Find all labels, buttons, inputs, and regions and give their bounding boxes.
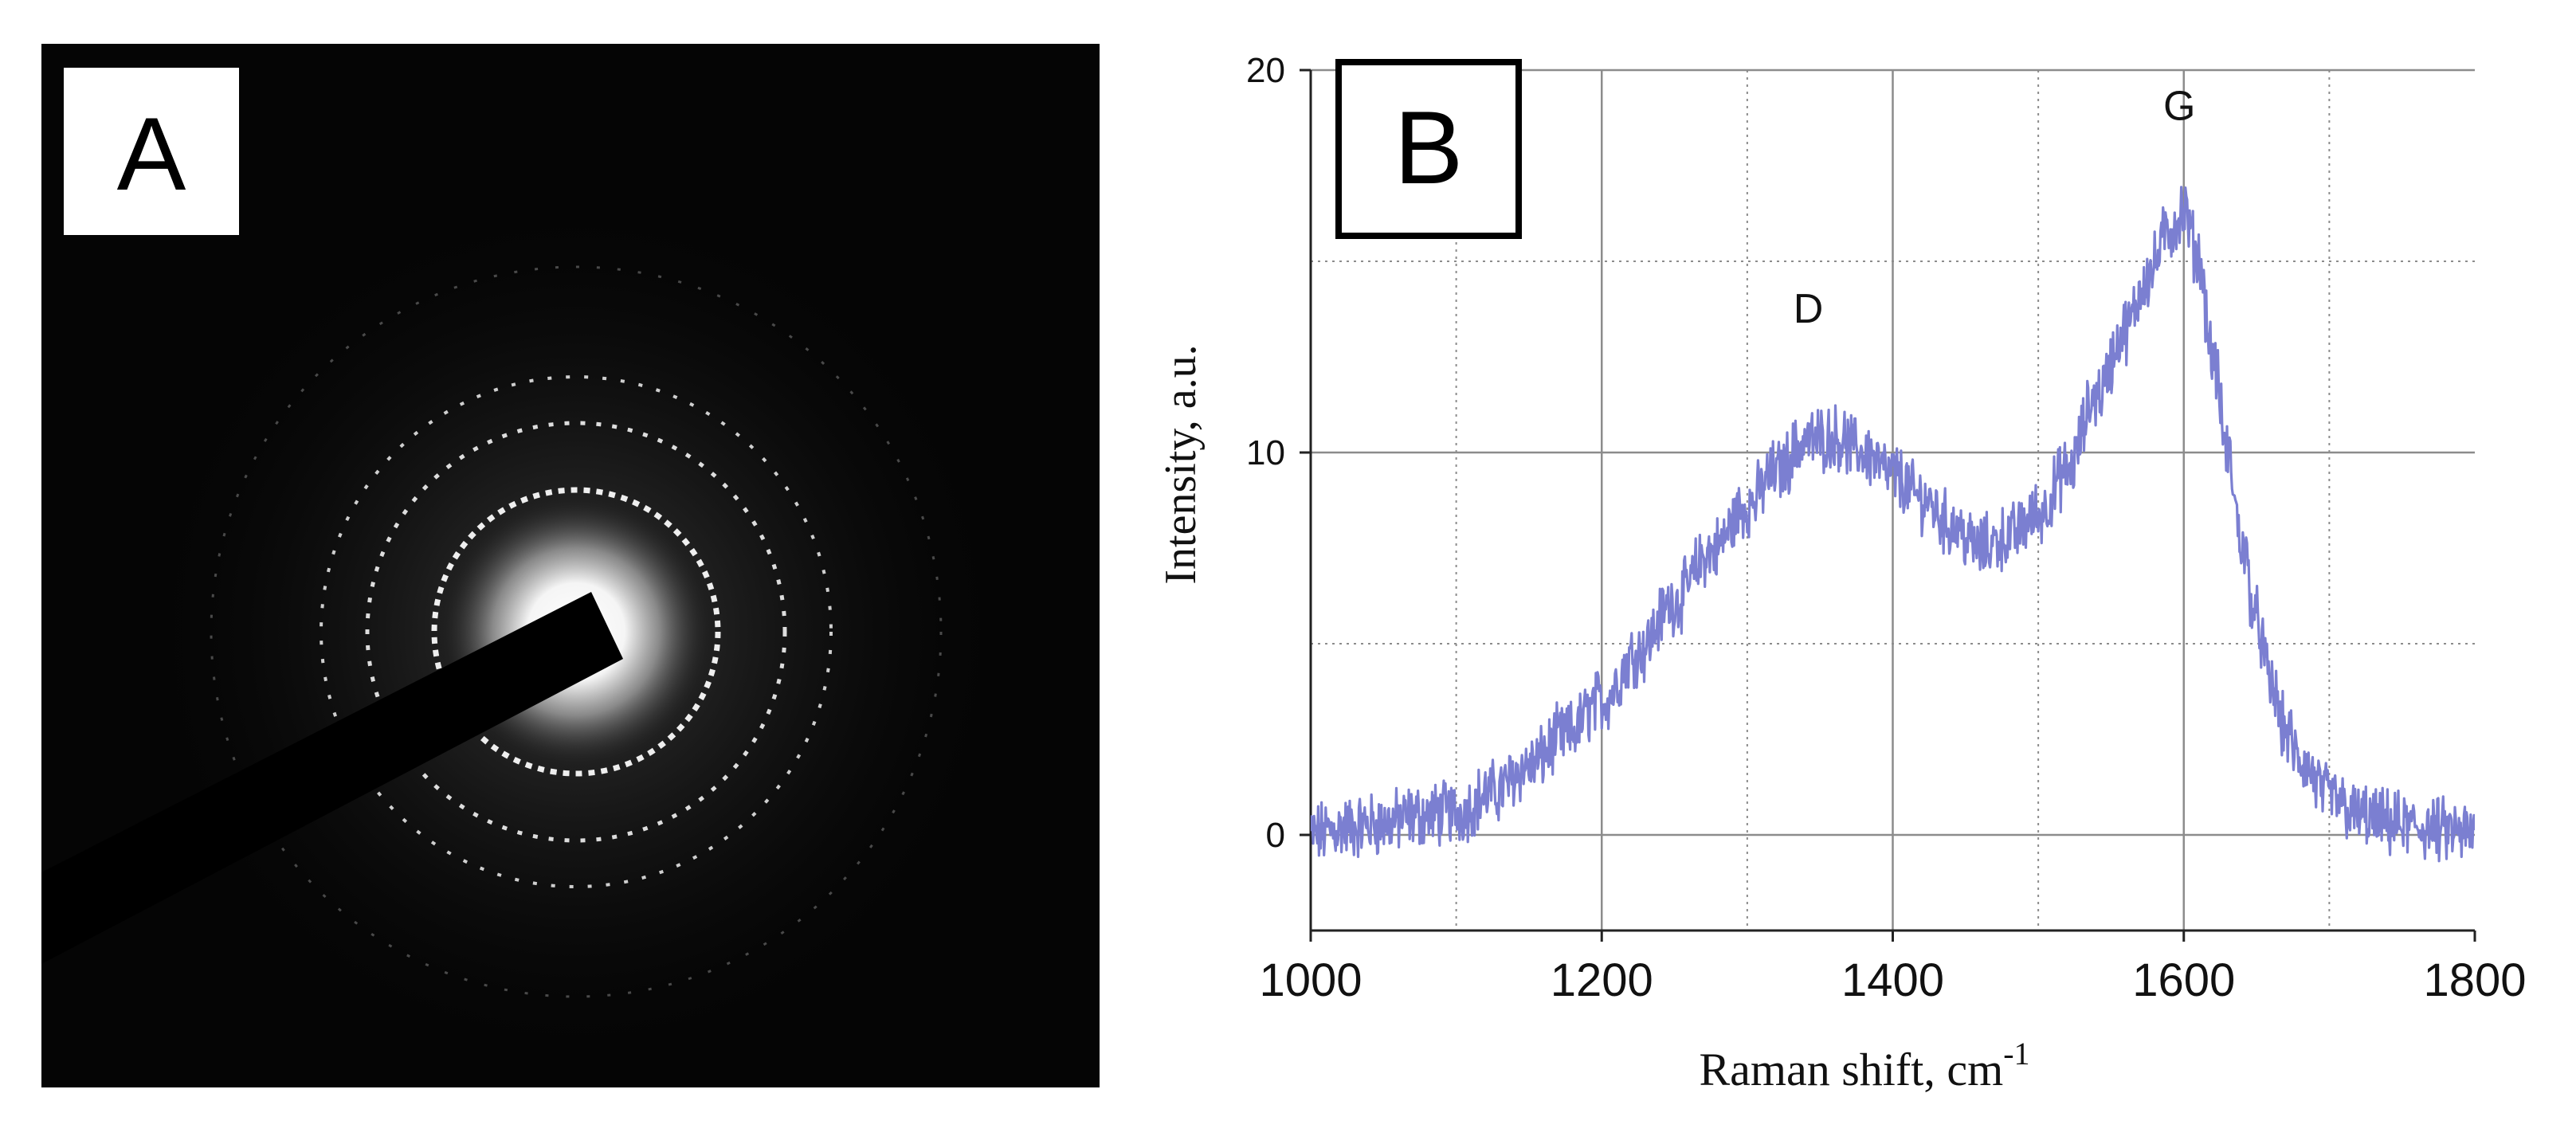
- diffraction-ring-1: [431, 487, 721, 777]
- panel-a-label-box: [64, 68, 239, 235]
- x-tick-label-1600: 1600: [2132, 954, 2235, 1006]
- series-line-0: [1311, 186, 2475, 863]
- diffraction-ring-4: [210, 265, 943, 998]
- y-tick-label-10: 10: [1246, 433, 1285, 472]
- diffraction-panel: A: [41, 44, 1100, 1087]
- chart-series: [1311, 186, 2475, 863]
- x-tick-label-1400: 1400: [1841, 954, 1944, 1006]
- x-tick-label-1000: 1000: [1259, 954, 1362, 1006]
- chart-ticks: 1000 1200 1400 1600 1800 0 10 20: [1246, 51, 2526, 1006]
- chart-annotations: DG: [1794, 83, 2196, 331]
- x-tick-label-1200: 1200: [1551, 954, 1653, 1006]
- y-tick-label-20: 20: [1246, 51, 1285, 90]
- y-axis-label: Intensity, a.u.: [1156, 344, 1206, 584]
- x-tick-label-1800: 1800: [2423, 954, 2526, 1006]
- beam-stop: [41, 592, 623, 964]
- x-axis-label: Raman shift, cm-1: [1699, 1036, 2029, 1095]
- diffraction-ring-3: [320, 375, 833, 888]
- x-axis-label-main: Raman shift, cm: [1699, 1044, 2003, 1095]
- panel-b-label: B: [1394, 89, 1464, 206]
- x-axis-label-superscript: -1: [2003, 1036, 2029, 1072]
- panel-a-label: A: [117, 96, 186, 212]
- y-tick-label-0: 0: [1266, 816, 1285, 855]
- peak-label-D: D: [1794, 286, 1824, 332]
- peak-label-G: G: [2163, 83, 2195, 129]
- panel-b-label-box: [1335, 59, 1522, 239]
- diffraction-ring-2: [365, 421, 787, 843]
